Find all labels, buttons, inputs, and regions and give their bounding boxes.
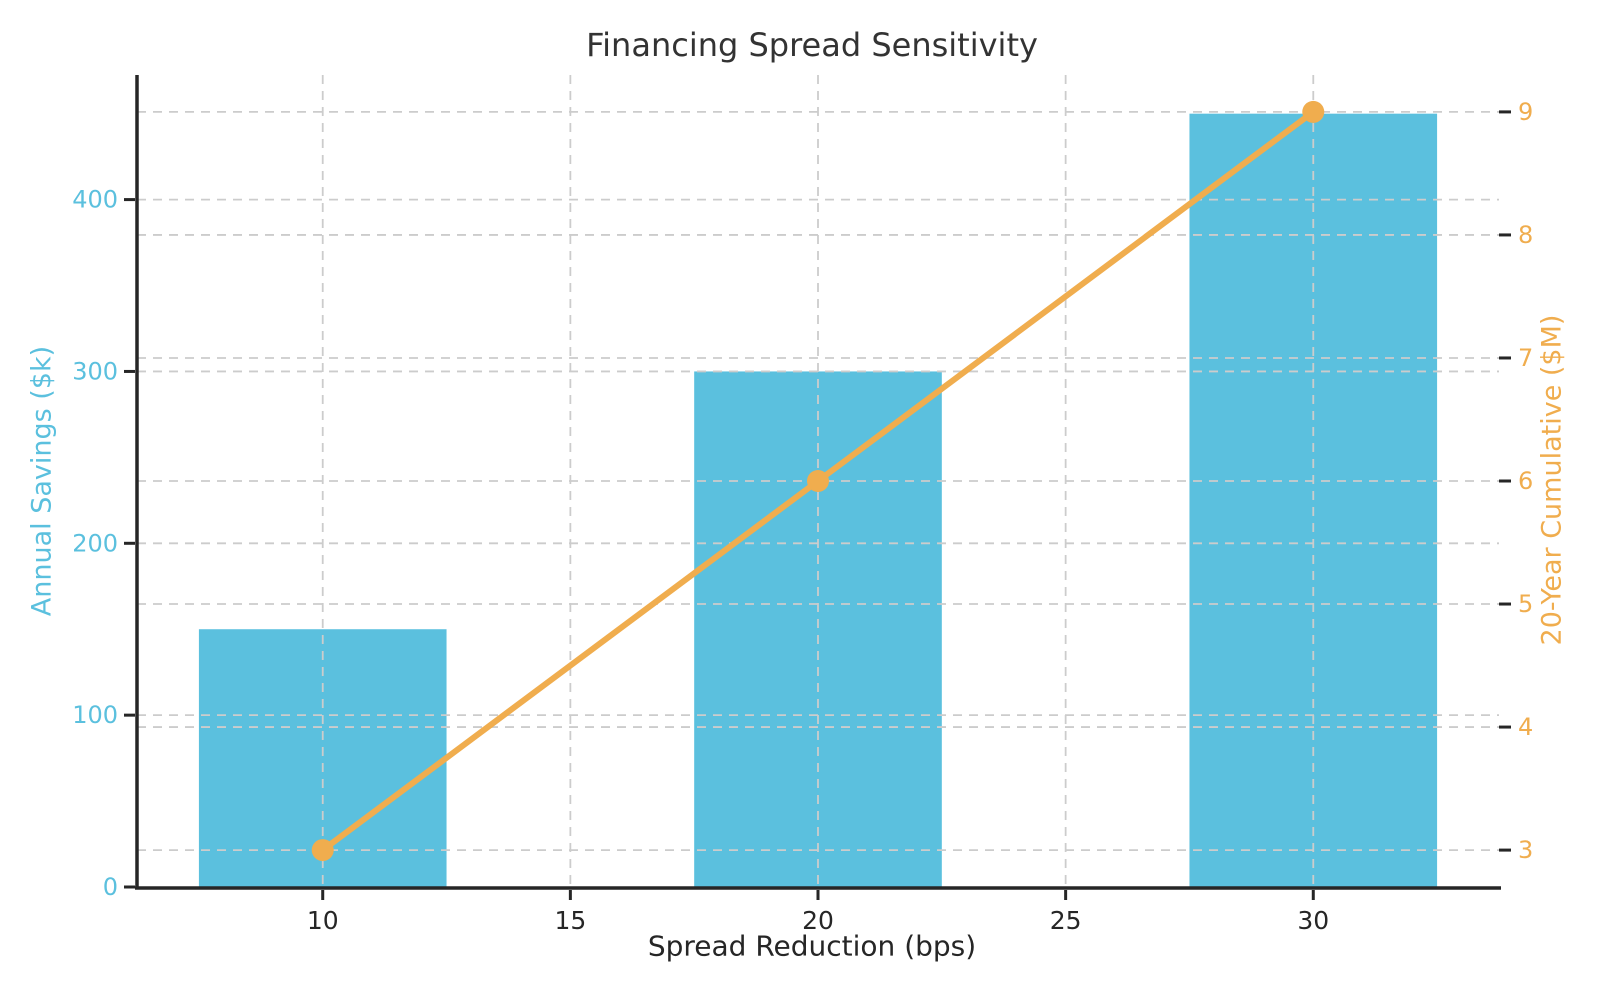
y-tick-label-left: 300 bbox=[72, 357, 118, 385]
y-axis-label-right: 20-Year Cumulative ($M) bbox=[1536, 314, 1568, 646]
x-tick-label: 15 bbox=[554, 906, 586, 935]
y-tick-label-right: 4 bbox=[1518, 713, 1533, 741]
y-tick-label-left: 400 bbox=[72, 186, 118, 214]
y-tick-label-left: 100 bbox=[72, 701, 118, 729]
y-tick-label-right: 8 bbox=[1518, 221, 1533, 249]
data-point-marker bbox=[1302, 100, 1325, 123]
y-tick-label-right: 7 bbox=[1518, 344, 1533, 372]
data-point-marker bbox=[807, 470, 829, 492]
y-tick-label-right: 9 bbox=[1518, 98, 1533, 126]
y-tick-label-right: 5 bbox=[1518, 590, 1533, 618]
y-axis-label-left: Annual Savings ($k) bbox=[26, 345, 58, 617]
x-tick-label: 30 bbox=[1297, 906, 1329, 935]
x-tick-label: 20 bbox=[802, 906, 834, 935]
x-tick-label: 25 bbox=[1050, 906, 1082, 935]
y-tick-label-left: 0 bbox=[103, 873, 118, 901]
y-tick-label-right: 6 bbox=[1518, 467, 1533, 495]
x-tick-label: 10 bbox=[307, 906, 339, 935]
y-tick-label-right: 3 bbox=[1518, 836, 1533, 864]
y-tick-label-left: 200 bbox=[72, 529, 118, 557]
x-axis-label: Spread Reduction (bps) bbox=[647, 929, 977, 963]
data-point-marker bbox=[311, 839, 334, 862]
chart-title: Financing Spread Sensitivity bbox=[586, 26, 1038, 64]
